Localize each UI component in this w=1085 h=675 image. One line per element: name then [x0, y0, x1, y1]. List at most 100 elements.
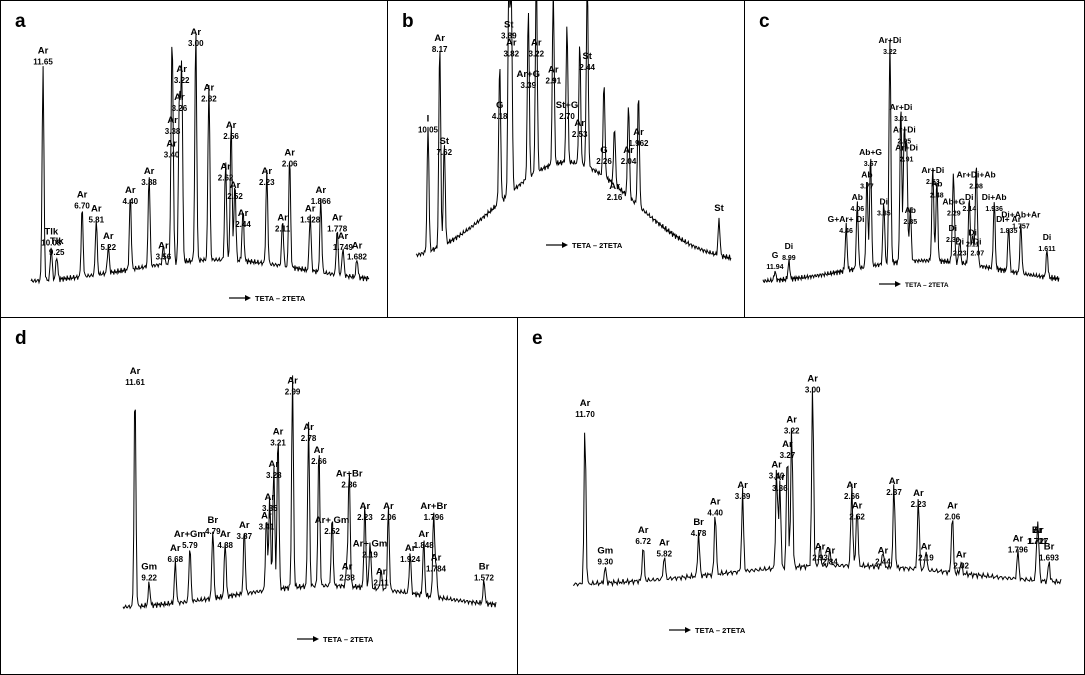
peak-e-19: Ar2.19 — [918, 542, 934, 563]
peak-e-15: Ar2.62 — [849, 501, 865, 522]
axis-arrowhead-b — [562, 242, 568, 248]
peak-mineral-label: Ar — [782, 439, 793, 450]
peak-d-spacing-label: 3.56 — [156, 252, 172, 261]
peak-d-spacing-label: 2.44 — [875, 558, 891, 567]
peak-d-spacing-label: 3.00 — [805, 385, 821, 394]
peak-mineral-label: St — [714, 203, 724, 214]
diffraction-trace-d — [122, 375, 497, 610]
peak-e-17: Ar2.37 — [886, 476, 902, 497]
peak-d-13: Ar2.66 — [311, 445, 327, 466]
peak-d-spacing-label: 3.40 — [164, 150, 180, 159]
peak-mineral-label: Ar — [878, 546, 889, 557]
peak-b-12: G2.26 — [596, 145, 612, 166]
peak-d-spacing-label: 2.44 — [579, 63, 595, 72]
peak-mineral-label: Ar — [580, 398, 591, 409]
peak-d-spacing-label: 11.94 — [766, 264, 783, 271]
peak-d-20: Ar2.06 — [381, 501, 397, 522]
panel-label-e: e — [532, 328, 543, 349]
peak-mineral-label: Ar — [913, 488, 924, 499]
peak-d-spacing-label: 1.848 — [414, 541, 435, 550]
peak-d-11: Ar2.99 — [285, 375, 301, 396]
peak-d-spacing-label: 3.38 — [165, 127, 181, 136]
panel-label-a: a — [15, 11, 26, 32]
peak-d-15: Ar+ Gm2.52 — [315, 515, 350, 536]
peak-c-8: Ar+Di 3.01 — [889, 102, 912, 123]
peak-d-spacing-label: 3.88 — [141, 178, 157, 187]
peak-d-3: Ar+Gm5.79 — [174, 529, 206, 550]
peak-d-spacing-label: 4.18 — [492, 112, 508, 121]
peak-d-spacing-label: 1.796 — [1008, 545, 1029, 554]
panel-d: d Ar 11.61 Gm 9.22 Ar 6.68 Ar+Gm 5.79 Br 4.79 Ar 4.… — [0, 317, 518, 675]
peak-c-17: Di 2.14 — [962, 192, 976, 213]
peak-d-spacing-label: 11.61 — [125, 378, 145, 387]
diffraction-trace-c — [762, 40, 1060, 284]
peak-a-19: Ar2.23 — [259, 166, 275, 187]
peak-c-16: Di 2.23 — [953, 237, 967, 258]
peak-d-spacing-label: 1.572 — [474, 574, 495, 583]
peak-d-spacing-label: 2.11 — [374, 578, 390, 587]
peak-mineral-label: Ar — [710, 496, 721, 507]
peak-mineral-label: Di+Ab+Ar — [1001, 210, 1041, 220]
peak-d-spacing-label: 3.00 — [188, 39, 204, 48]
peak-c-9: Ar+Di 2.95 — [893, 125, 916, 146]
peak-d-spacing-label: 2.04 — [621, 157, 637, 166]
peak-d-spacing-label: 9.30 — [598, 558, 614, 567]
peak-b-1: Ar8.17 — [432, 33, 448, 54]
peak-mineral-label: Ar — [220, 529, 231, 540]
peak-e-16: Ar2.44 — [875, 546, 891, 567]
peak-d-spacing-label: 1.796 — [424, 513, 445, 522]
peak-e-2: Ar6.72 — [635, 525, 651, 546]
peak-d-spacing-label: 2.23 — [911, 500, 927, 509]
peak-mineral-label: Ar+Gm — [174, 529, 206, 540]
peak-d-spacing-label: 1.924 — [400, 555, 421, 564]
peak-d-19: Ar2.11 — [374, 566, 390, 587]
peak-mineral-label: Ar — [284, 148, 295, 159]
peak-c-6: Di 3.35 — [877, 196, 891, 217]
peak-e-1: Gm9.30 — [597, 546, 613, 567]
peak-d-spacing-label: 1.757 — [1012, 224, 1030, 231]
peak-d-spacing-label: 2.52 — [324, 527, 340, 536]
peak-mineral-label: Ar — [230, 180, 241, 191]
peak-d-spacing-label: 2.56 — [223, 132, 239, 141]
peak-d-16: Ar2.38 — [339, 562, 355, 583]
peak-d-spacing-label: 2.62 — [218, 174, 234, 183]
peak-d-spacing-label: 4.78 — [691, 529, 707, 538]
peak-mineral-label: Tlk — [44, 227, 58, 238]
peak-mineral-label: Ar — [947, 501, 958, 512]
peak-d-spacing-label: 1.749 — [333, 243, 354, 252]
peak-c-21: Di+Ab 1.936 — [982, 192, 1007, 213]
peak-a-17: Ar2.52 — [227, 180, 243, 201]
peak-d-spacing-label: 2.38 — [339, 574, 355, 583]
peak-mineral-label: Ar+Di+Ab — [956, 169, 995, 179]
diffraction-trace-e — [572, 387, 1062, 588]
peak-mineral-label: Ar — [825, 546, 836, 557]
peak-c-10: Ar+Di 2.91 — [895, 143, 918, 164]
peak-mineral-label: Ab — [931, 178, 942, 188]
peak-d-spacing-label: 1.835 — [1000, 228, 1018, 235]
peak-d-spacing-label: 3.82 — [504, 49, 520, 58]
peak-mineral-label: Ar — [262, 166, 273, 177]
peak-d-spacing-label: 5.82 — [657, 549, 673, 558]
peak-e-20: Ar2.06 — [945, 501, 961, 522]
peak-mineral-label: Ar — [852, 501, 863, 512]
peak-a-5: Ar5.22 — [101, 231, 117, 252]
peak-mineral-label: G — [496, 100, 503, 111]
panel-e: e Ar 11.70 Gm 9.30 Ar 6.72 Ar 5.82 Br 4.78 Ar 4.40 A… — [517, 317, 1085, 675]
axis-arrowhead-a — [245, 295, 251, 301]
peak-a-6: Ar4.40 — [123, 185, 139, 206]
peak-mineral-label: Ar — [303, 422, 314, 433]
peak-d-spacing-label: 2.44 — [235, 220, 251, 229]
panel-b: b I 10.05 Ar 8.17 St 7.62 G 4.18 St 3.89 Ar 3.82 Ar+… — [387, 0, 745, 318]
peak-mineral-label: Ar — [921, 542, 932, 553]
diffraction-trace-a — [30, 32, 370, 285]
peak-mineral-label: Ar — [352, 240, 363, 251]
peak-a-4: Ar5.81 — [89, 203, 105, 224]
peak-d-18: Ar+ Gm2.19 — [353, 538, 388, 559]
peak-mineral-label: Ar — [204, 83, 215, 94]
panel-a: a Tlk 10.08 Tlk 9.25 Ar 11.65 Ar 6.70 Ar 5.81 Ar 5.… — [0, 0, 388, 318]
peak-mineral-label: Ar — [638, 525, 649, 536]
peak-d-spacing-label: 3.36 — [772, 484, 788, 493]
peak-d-25: Br1.572 — [474, 562, 495, 583]
peak-e-5: Ar4.40 — [707, 496, 723, 517]
peak-d-spacing-label: 2.16 — [607, 193, 623, 202]
